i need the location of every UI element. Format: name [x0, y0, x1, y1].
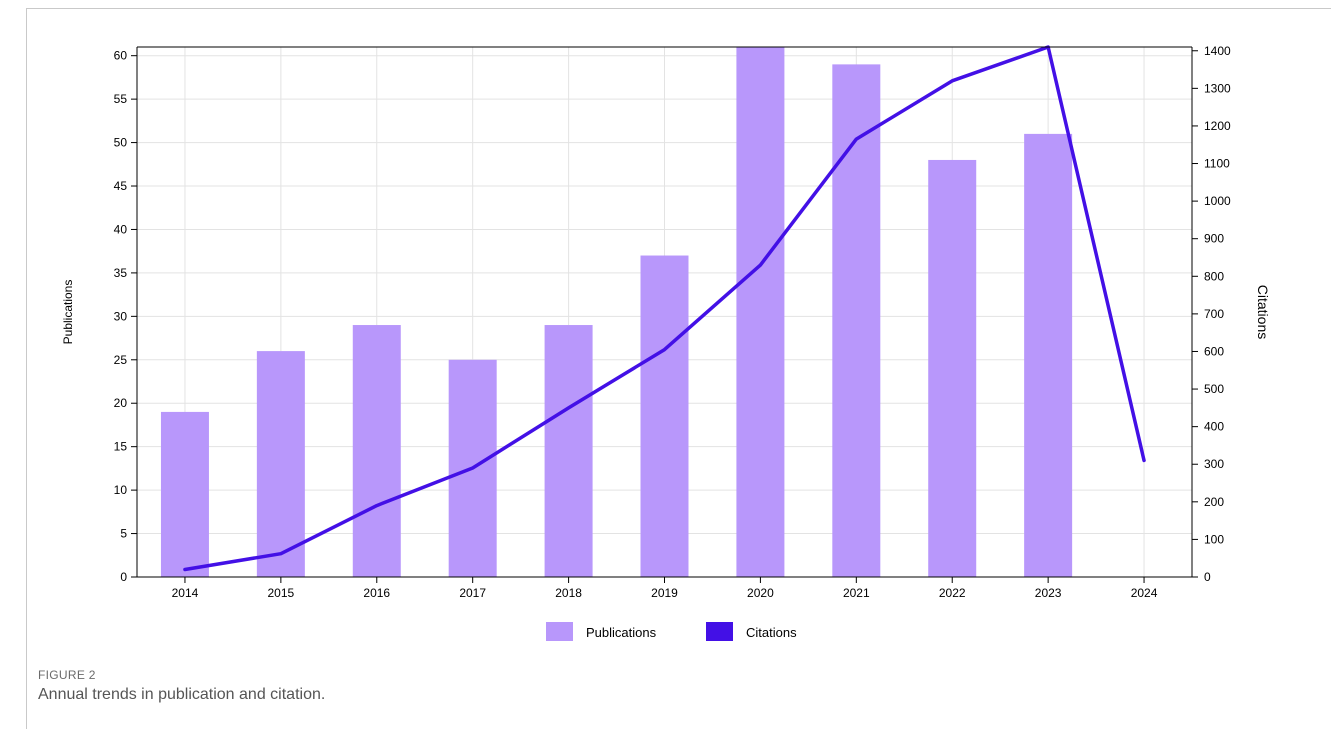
bar-publications: [928, 159, 977, 578]
tick-label-x: 2019: [651, 586, 678, 600]
tick-label-y-right: 900: [1204, 232, 1224, 246]
legend-swatch-citations: [706, 622, 733, 641]
tick-label-x: 2021: [843, 586, 870, 600]
tick-label-y-left: 5: [120, 527, 127, 541]
tick-label-x: 2017: [459, 586, 486, 600]
tick-label-y-right: 1200: [1204, 119, 1231, 133]
bar-publications: [160, 411, 209, 577]
legend-label-citations: Citations: [746, 625, 797, 640]
tick-label-x: 2015: [268, 586, 295, 600]
tick-label-y-left: 50: [114, 136, 128, 150]
tick-label-y-right: 300: [1204, 457, 1224, 471]
axes-layer: 0510152025303540455055600100200300400500…: [61, 44, 1271, 600]
tick-label-y-left: 10: [114, 483, 128, 497]
bar-publications: [256, 351, 305, 577]
tick-label-y-left: 25: [114, 353, 128, 367]
bars-layer: [160, 47, 1073, 578]
tick-label-y-right: 100: [1204, 532, 1224, 546]
bar-publications: [352, 325, 401, 577]
tick-label-x: 2016: [363, 586, 390, 600]
tick-label-y-right: 400: [1204, 420, 1224, 434]
legend-swatch-publications: [546, 622, 573, 641]
tick-label-x: 2022: [939, 586, 966, 600]
frame-border-left: [26, 8, 27, 729]
tick-label-y-left: 30: [114, 309, 128, 323]
tick-label-x: 2014: [172, 586, 199, 600]
tick-label-x: 2020: [747, 586, 774, 600]
tick-label-y-left: 20: [114, 396, 128, 410]
legend: Publications Citations: [546, 622, 797, 641]
y-axis-title-right: Citations: [1255, 285, 1271, 339]
tick-label-y-left: 0: [120, 570, 127, 584]
tick-label-y-right: 1100: [1204, 157, 1230, 171]
tick-label-x: 2023: [1035, 586, 1062, 600]
tick-label-y-right: 500: [1204, 382, 1224, 396]
tick-label-y-right: 1300: [1204, 81, 1231, 95]
bar-publications: [544, 325, 593, 577]
figure-label: FIGURE 2: [38, 668, 96, 682]
tick-label-y-left: 35: [114, 266, 128, 280]
tick-label-y-right: 800: [1204, 269, 1224, 283]
tick-label-y-left: 55: [114, 92, 128, 106]
tick-label-y-right: 1000: [1204, 194, 1231, 208]
tick-label-x: 2018: [555, 586, 582, 600]
tick-label-y-right: 0: [1204, 570, 1211, 584]
bar-publications: [736, 47, 785, 577]
tick-label-y-right: 200: [1204, 495, 1224, 509]
tick-label-y-left: 45: [114, 179, 128, 193]
bar-publications: [1024, 133, 1073, 577]
y-axis-title-left: Publications: [61, 280, 75, 345]
frame-border-top: [26, 8, 1331, 9]
bar-publications: [832, 64, 881, 577]
tick-label-y-right: 1400: [1204, 44, 1231, 58]
tick-label-y-left: 60: [114, 49, 128, 63]
tick-label-y-right: 700: [1204, 307, 1224, 321]
bar-publications: [640, 255, 689, 577]
tick-label-y-right: 600: [1204, 344, 1224, 358]
figure-caption: Annual trends in publication and citatio…: [38, 686, 326, 703]
legend-label-publications: Publications: [586, 625, 657, 640]
tick-label-y-left: 15: [114, 440, 128, 454]
tick-label-x: 2024: [1131, 586, 1158, 600]
tick-label-y-left: 40: [114, 222, 128, 236]
